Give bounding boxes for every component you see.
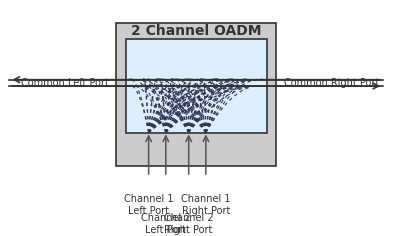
Text: Channel 2
Right Port: Channel 2 Right Port <box>164 213 214 235</box>
Text: Channel 2
Left Port: Channel 2 Left Port <box>141 213 191 235</box>
Text: Common Right Port: Common Right Port <box>284 78 379 88</box>
Bar <box>126 39 267 133</box>
Text: Channel 1
Left Port: Channel 1 Left Port <box>124 194 173 215</box>
Text: Channel 1
Right Port: Channel 1 Right Port <box>181 194 230 215</box>
Bar <box>116 23 276 166</box>
Text: 2 Channel OADM: 2 Channel OADM <box>131 24 262 38</box>
Text: Common Left Port: Common Left Port <box>21 78 108 88</box>
